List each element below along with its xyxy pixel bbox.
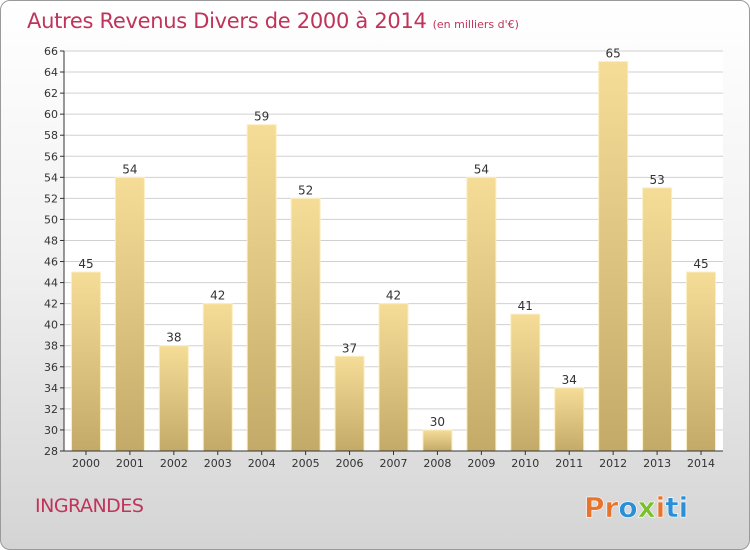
- x-tick-label: 2001: [116, 457, 144, 470]
- bar-2012: [598, 61, 629, 452]
- x-tick-label: 2007: [380, 457, 408, 470]
- chart-title-unit: (en milliers d'€): [432, 18, 519, 31]
- y-tick-label: 52: [44, 192, 58, 205]
- y-tick-label: 44: [44, 277, 58, 290]
- proxiti-logo: Proxiti: [584, 491, 689, 525]
- bar-2001: [114, 176, 145, 452]
- y-tick-label: 58: [44, 129, 58, 142]
- y-tick-label: 50: [44, 213, 58, 226]
- bar-value-label: 45: [693, 257, 708, 271]
- bar-2008: [422, 429, 453, 452]
- y-tick-label: 64: [44, 66, 58, 79]
- bar-value-label: 54: [122, 162, 137, 176]
- y-tick-label: 60: [44, 108, 58, 121]
- bar-2011: [554, 387, 585, 452]
- bar-2009: [466, 176, 497, 452]
- bar-value-label: 54: [474, 162, 489, 176]
- x-tick-label: 2004: [248, 457, 276, 470]
- x-tick-label: 2000: [72, 457, 100, 470]
- x-tick-label: 2008: [423, 457, 451, 470]
- y-tick-label: 42: [44, 298, 58, 311]
- y-tick-label: 36: [44, 361, 58, 374]
- x-tick-label: 2003: [204, 457, 232, 470]
- bar-2004: [246, 124, 277, 452]
- bar-value-label: 30: [430, 415, 445, 429]
- bar-2014: [686, 271, 717, 452]
- bar-2000: [70, 271, 101, 452]
- bar-2007: [378, 303, 409, 452]
- x-tick-label: 2011: [555, 457, 583, 470]
- y-tick-label: 38: [44, 340, 58, 353]
- y-tick-label: 30: [44, 424, 58, 437]
- chart-title: Autres Revenus Divers de 2000 à 2014 (en …: [27, 9, 519, 33]
- bar-value-label: 41: [518, 299, 533, 313]
- y-tick-label: 34: [44, 382, 58, 395]
- y-tick-label: 32: [44, 403, 58, 416]
- bar-value-label: 34: [562, 373, 577, 387]
- town-name: INGRANDES: [35, 495, 144, 517]
- bar-value-label: 53: [649, 173, 664, 187]
- x-tick-label: 2012: [599, 457, 627, 470]
- bar-value-label: 59: [254, 110, 269, 124]
- y-tick-label: 48: [44, 234, 58, 247]
- bar-value-label: 52: [298, 183, 313, 197]
- x-tick-label: 2006: [336, 457, 364, 470]
- y-tick-label: 28: [44, 445, 58, 458]
- x-tick-label: 2014: [687, 457, 715, 470]
- bar-value-label: 45: [78, 257, 93, 271]
- bar-2005: [290, 197, 321, 452]
- bar-value-label: 42: [386, 289, 401, 303]
- bar-2002: [158, 345, 189, 452]
- x-tick-label: 2005: [292, 457, 320, 470]
- y-tick-label: 56: [44, 150, 58, 163]
- x-tick-label: 2010: [511, 457, 539, 470]
- proxiti-logo-text: Proxiti: [584, 491, 688, 524]
- bar-value-label: 42: [210, 289, 225, 303]
- bar-value-label: 65: [606, 47, 621, 61]
- bar-value-label: 37: [342, 341, 357, 355]
- bar-value-label: 38: [166, 331, 181, 345]
- bar-2010: [510, 313, 541, 452]
- y-tick-label: 40: [44, 319, 58, 332]
- bar-2003: [202, 303, 233, 452]
- bar-2013: [642, 187, 673, 452]
- y-tick-label: 46: [44, 256, 58, 269]
- y-tick-label: 54: [44, 171, 58, 184]
- y-tick-label: 62: [44, 87, 58, 100]
- y-tick-label: 66: [44, 45, 58, 58]
- x-tick-label: 2002: [160, 457, 188, 470]
- bar-2006: [334, 355, 365, 452]
- x-tick-label: 2009: [467, 457, 495, 470]
- chart-title-text: Autres Revenus Divers de 2000 à 2014: [27, 9, 427, 33]
- x-tick-label: 2013: [643, 457, 671, 470]
